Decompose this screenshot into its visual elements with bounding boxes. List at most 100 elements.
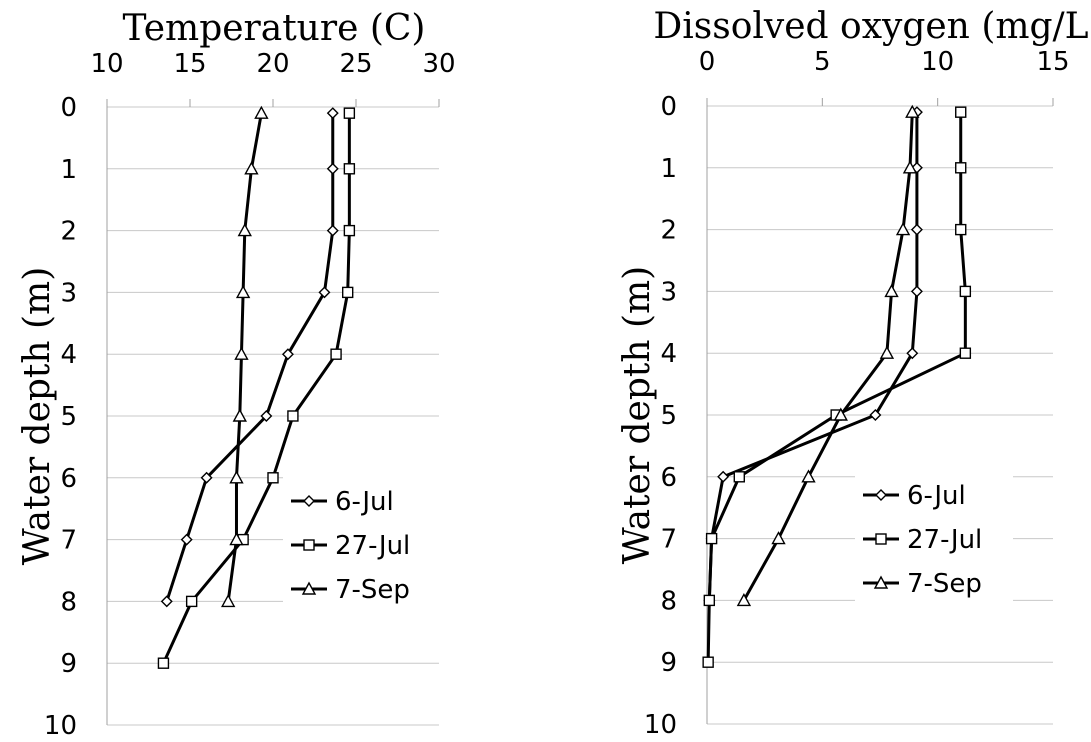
x-tick-label: 20 (256, 49, 289, 79)
y-tick-label: 5 (660, 401, 677, 431)
data-point-27-jul (703, 594, 716, 607)
data-point-27-jul (733, 471, 745, 483)
data-point-7-sep (254, 105, 269, 119)
data-point-27-jul (955, 106, 967, 118)
data-point-6-jul (326, 224, 339, 237)
data-point-7-sep (221, 593, 236, 608)
data-point-27-jul (955, 162, 967, 174)
x-tick-label: 5 (814, 47, 831, 77)
series-line-27-jul (162, 113, 351, 664)
y-tick-label: 0 (60, 93, 77, 123)
legend-label-27-jul: 27-Jul (907, 525, 982, 555)
data-point-7-sep (902, 160, 918, 174)
legend-label-6-jul: 6-Jul (335, 487, 394, 517)
chart-title: Dissolved oxygen (mg/L) (653, 6, 1091, 47)
x-tick-label: 15 (173, 49, 206, 79)
data-point-6-jul (200, 471, 213, 484)
data-point-7-sep (895, 222, 911, 236)
y-tick-label: 9 (660, 648, 677, 678)
data-point-27-jul (702, 656, 714, 668)
data-point-7-sep (229, 532, 244, 546)
data-point-7-sep (229, 470, 244, 484)
data-point-6-jul (160, 595, 173, 608)
dissolved-oxygen-chart: Dissolved oxygen (mg/L) Water depth (m) 0 1… (617, 6, 1091, 740)
data-point-7-sep (237, 223, 252, 237)
data-point-6-jul (910, 223, 923, 236)
y-tick-label: 3 (60, 278, 77, 308)
data-point-6-jul (326, 162, 339, 175)
data-point-7-sep (905, 104, 920, 118)
y-tick-label: 2 (660, 216, 677, 246)
data-point-6-jul (318, 286, 331, 299)
legend-marker-27-jul (875, 533, 887, 545)
data-point-27-jul (959, 285, 972, 298)
data-point-6-jul (326, 107, 339, 120)
y-tick-label: 6 (660, 463, 677, 493)
y-tick-label: 6 (60, 464, 77, 494)
legend: 6-Jul 27-Jul 7-Sep (283, 473, 443, 613)
data-point-6-jul (180, 533, 193, 546)
y-tick-label: 10 (44, 711, 77, 741)
data-point-27-jul (959, 347, 972, 359)
y-axis-label: Water depth (m) (617, 266, 658, 564)
temperature-chart: Temperature (C) Water depth (m) 0 1 2 3 4 5 6 7 8 9… (17, 8, 456, 741)
y-tick-label: 1 (60, 155, 77, 185)
data-point-7-sep (234, 346, 249, 360)
y-tick-label: 2 (60, 217, 77, 247)
data-point-27-jul (287, 410, 299, 422)
chart-title: Temperature (C) (123, 8, 426, 49)
data-point-27-jul (342, 286, 354, 299)
legend-label-27-jul: 27-Jul (335, 531, 410, 561)
data-point-27-jul (343, 163, 356, 175)
data-point-6-jul (906, 347, 919, 360)
legend-marker-6-jul (303, 495, 315, 507)
x-tick-label: 0 (699, 47, 716, 77)
y-tick-label: 4 (60, 340, 77, 370)
x-tick-label: 10 (921, 47, 954, 77)
x-tick-label: 25 (339, 49, 372, 79)
data-point-7-sep (244, 161, 259, 175)
data-point-27-jul (267, 472, 279, 484)
data-point-6-jul (910, 285, 923, 298)
data-point-7-sep (235, 284, 251, 299)
data-point-6-jul (869, 409, 882, 421)
y-tick-label: 0 (660, 92, 677, 122)
x-tick-label: 15 (1036, 47, 1069, 77)
x-tick-label: 30 (422, 49, 455, 79)
data-point-7-sep (232, 408, 247, 422)
legend-label-7-sep: 7-Sep (907, 569, 982, 599)
y-tick-label: 7 (60, 526, 77, 556)
legend-marker-7-sep (301, 581, 317, 595)
y-tick-label: 7 (660, 525, 677, 555)
data-point-7-sep (879, 345, 895, 359)
data-point-27-jul (343, 107, 356, 119)
legend-marker-6-jul (875, 489, 887, 501)
data-point-27-jul (705, 532, 718, 545)
y-axis-label: Water depth (m) (17, 267, 58, 565)
series-line-27-jul (706, 112, 967, 663)
y-tick-label: 3 (660, 277, 677, 307)
data-point-7-sep (833, 407, 848, 421)
x-tick-label: 10 (90, 49, 123, 79)
y-tick-label: 9 (60, 649, 77, 679)
data-point-7-sep (884, 283, 899, 298)
y-tick-label: 4 (660, 339, 677, 369)
y-tick-label: 5 (60, 402, 77, 432)
y-tick-label: 8 (660, 586, 677, 616)
data-point-27-jul (343, 224, 356, 237)
data-point-6-jul (260, 410, 273, 422)
data-point-27-jul (185, 595, 198, 608)
data-point-7-sep (736, 592, 752, 607)
data-point-7-sep (771, 531, 786, 545)
data-point-27-jul (157, 657, 170, 669)
legend-marker-27-jul (303, 539, 315, 551)
data-point-6-jul (281, 348, 294, 361)
legend-label-6-jul: 6-Jul (907, 481, 966, 511)
legend: 6-Jul 27-Jul 7-Sep (855, 467, 1013, 609)
data-point-6-jul (717, 470, 730, 483)
data-point-7-sep (801, 469, 816, 483)
data-point-27-jul (330, 348, 342, 360)
y-tick-label: 8 (60, 587, 77, 617)
legend-label-7-sep: 7-Sep (335, 575, 410, 605)
